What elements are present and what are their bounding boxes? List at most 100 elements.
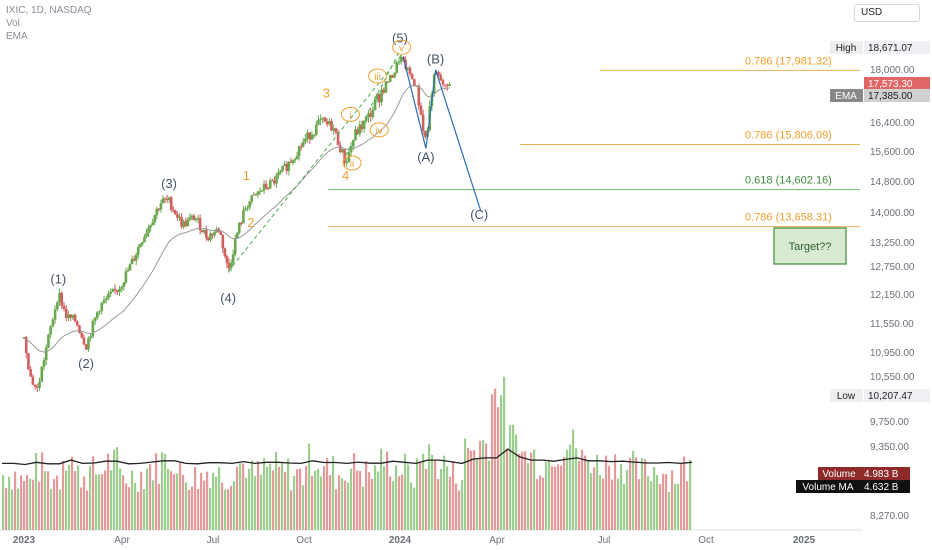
volume-bar (65, 470, 68, 530)
volume-bar (68, 464, 71, 530)
candle-body (82, 337, 86, 345)
volume-bar (278, 466, 281, 530)
volume-bar (449, 476, 452, 530)
candle-body (53, 309, 57, 320)
x-tick-label: 2024 (389, 535, 412, 546)
volume-bar (545, 462, 548, 530)
x-tick-label: Oct (296, 535, 312, 546)
subwave-label: v (399, 43, 404, 54)
candle-body (235, 232, 239, 239)
volume-bar (20, 475, 23, 530)
y-tick-label: 12,150.00 (870, 290, 915, 301)
volume-bar (56, 475, 59, 530)
volume-bar (5, 488, 8, 530)
volume-bar (470, 450, 473, 530)
x-tick-label: 2023 (13, 535, 36, 546)
candle-body (291, 160, 295, 163)
volume-bar (164, 453, 167, 530)
candle-body (399, 56, 403, 62)
x-tick-label: Apr (489, 535, 505, 546)
candle-body (421, 114, 425, 131)
volume-bar (461, 480, 464, 530)
candle-body (310, 134, 314, 140)
volume-bar (74, 471, 77, 530)
candle-body (76, 321, 79, 326)
volume-bar (608, 465, 611, 530)
candle-body (293, 159, 297, 161)
volume-bar (647, 476, 650, 530)
candle-body (139, 244, 142, 247)
candle-body (256, 191, 260, 195)
candle-body (147, 227, 150, 234)
volume-bar (422, 453, 425, 530)
candle-body (155, 208, 159, 216)
candle-body (24, 336, 28, 354)
candle-body (67, 314, 70, 319)
candle-body (334, 128, 338, 133)
candle-body (36, 386, 39, 388)
volume-ma-badge-label: Volume MA (802, 482, 853, 493)
low-badge-label: Low (837, 391, 856, 402)
candle-body (190, 215, 194, 218)
volume-bar (410, 482, 413, 530)
volume-bar (662, 473, 665, 530)
currency-selector[interactable]: USD (854, 4, 920, 22)
candle-body (273, 180, 276, 184)
ema-badge-value: 17,385.00 (868, 91, 913, 102)
candle-body (213, 232, 216, 236)
volume-bar (521, 451, 524, 530)
candle-body (386, 81, 390, 83)
candle-body (102, 300, 106, 303)
volume-bar (314, 470, 317, 530)
y-tick-label: 9,350.00 (870, 442, 909, 453)
candle-body (229, 263, 233, 269)
candle-body (134, 254, 138, 261)
candle-body (378, 94, 381, 103)
volume-bar (317, 468, 320, 530)
candle-body (382, 89, 386, 93)
volume-bar (71, 456, 74, 530)
candle-body (118, 288, 121, 292)
low-badge-value: 10,207.47 (868, 391, 913, 402)
volume-bar (266, 466, 269, 530)
candle-body (419, 105, 423, 115)
x-tick-label: 2025 (793, 535, 816, 546)
volume-bar (206, 471, 209, 530)
volume-bar (680, 463, 683, 530)
candle-body (186, 219, 190, 227)
subwave-label: i (349, 110, 351, 121)
volume-bar (131, 470, 134, 530)
candle-body (174, 210, 177, 215)
volume-bar (551, 466, 554, 530)
volume-bar (38, 481, 41, 530)
volume-bar (233, 481, 236, 530)
subwave-circle (392, 39, 412, 55)
volume-badge-label-bg (818, 467, 860, 480)
volume-bar (584, 455, 587, 530)
candle-body (299, 146, 303, 148)
candle-body (388, 75, 392, 82)
volume-bar (359, 470, 362, 530)
volume-bar (596, 454, 599, 530)
subwave-label: ii (350, 159, 354, 170)
x-tick-label: Jul (207, 535, 220, 546)
volume-bar (536, 479, 539, 530)
channel-line-lower (227, 54, 403, 272)
volume-bar (407, 464, 410, 530)
volume-bar (482, 440, 485, 530)
volume-bar (485, 443, 488, 530)
volume-bar (566, 449, 569, 530)
volume-bar (518, 453, 521, 530)
volume-bar (554, 466, 557, 530)
volume-bar (569, 444, 572, 530)
candle-body (111, 288, 115, 292)
candle-body (47, 334, 50, 348)
candle-body (219, 231, 223, 235)
volume-bar (620, 464, 623, 530)
volume-bar (101, 473, 104, 530)
candle-body (250, 195, 254, 202)
volume-bar (122, 475, 125, 530)
volume-ma-line (2, 448, 693, 466)
candle-body (200, 230, 204, 233)
volume-bar (458, 490, 461, 530)
